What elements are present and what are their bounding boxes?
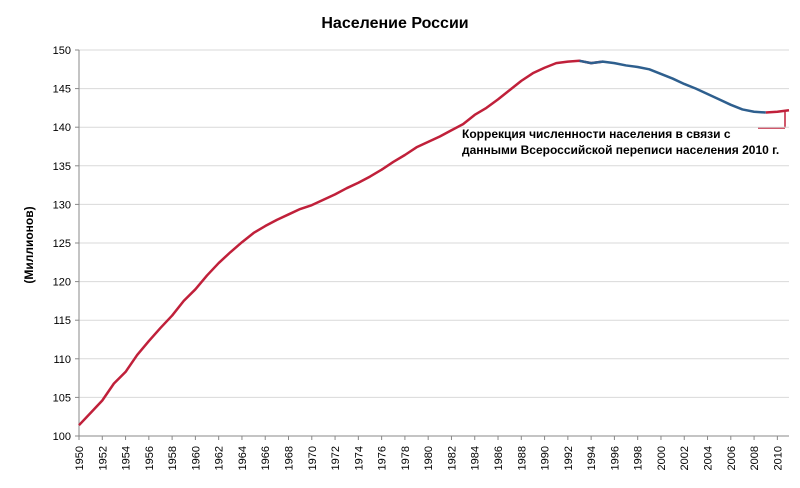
- x-tick-label: 1964: [237, 446, 249, 470]
- x-tick-label: 1980: [423, 446, 435, 470]
- y-tick-label: 135: [53, 161, 71, 173]
- x-tick-label: 1958: [167, 446, 179, 470]
- data-line: [579, 59, 766, 114]
- x-tick-label: 1968: [284, 446, 296, 470]
- y-tick-label: 120: [53, 277, 71, 289]
- x-tick-label: 1996: [609, 446, 621, 470]
- x-tick-label: 2006: [726, 446, 738, 470]
- y-tick-label: 150: [53, 45, 71, 57]
- x-tick-label: 1990: [540, 446, 552, 470]
- y-tick-label: 110: [53, 354, 71, 366]
- x-tick-label: 1954: [121, 446, 133, 470]
- x-tick-label: 1962: [214, 446, 226, 470]
- chart-title: Население России: [321, 15, 468, 32]
- y-tick-label: 130: [53, 199, 71, 211]
- x-tick-label: 1966: [260, 446, 272, 470]
- x-tick-label: 1950: [74, 446, 86, 470]
- x-tick-label: 2008: [749, 446, 761, 470]
- y-tick-label: 100: [53, 431, 71, 443]
- x-tick-label: 2002: [679, 446, 691, 470]
- x-tick-label: 1992: [563, 446, 575, 470]
- x-tick-label: 1978: [400, 446, 412, 470]
- x-tick-label: 2000: [656, 446, 668, 470]
- y-axis-label: (Миллионов): [22, 206, 36, 283]
- x-tick-label: 1976: [377, 446, 389, 470]
- x-tick-label: 1970: [307, 446, 319, 470]
- x-tick-label: 1956: [144, 446, 156, 470]
- y-tick-label: 145: [53, 84, 71, 96]
- annotation: данными Всероссийской переписи населения…: [462, 143, 779, 157]
- x-tick-label: 1988: [516, 446, 528, 470]
- x-tick-label: 1982: [446, 446, 458, 470]
- y-tick-label: 140: [53, 122, 71, 134]
- y-tick-label: 125: [53, 238, 71, 250]
- annotation: Коррекция численности населения в связи …: [462, 127, 731, 141]
- y-tick-label: 105: [53, 392, 71, 404]
- data-line: [78, 59, 790, 427]
- x-tick-label: 1986: [493, 446, 505, 470]
- x-tick-label: 1972: [330, 446, 342, 470]
- x-tick-label: 1984: [470, 446, 482, 470]
- x-tick-label: 1952: [97, 446, 109, 470]
- x-tick-label: 1960: [190, 446, 202, 470]
- x-tick-label: 1974: [353, 446, 365, 470]
- x-tick-label: 1998: [633, 446, 645, 470]
- x-tick-label: 2004: [703, 446, 715, 470]
- x-tick-label: 2010: [772, 446, 784, 470]
- x-tick-label: 1994: [586, 446, 598, 470]
- y-tick-label: 115: [53, 315, 71, 327]
